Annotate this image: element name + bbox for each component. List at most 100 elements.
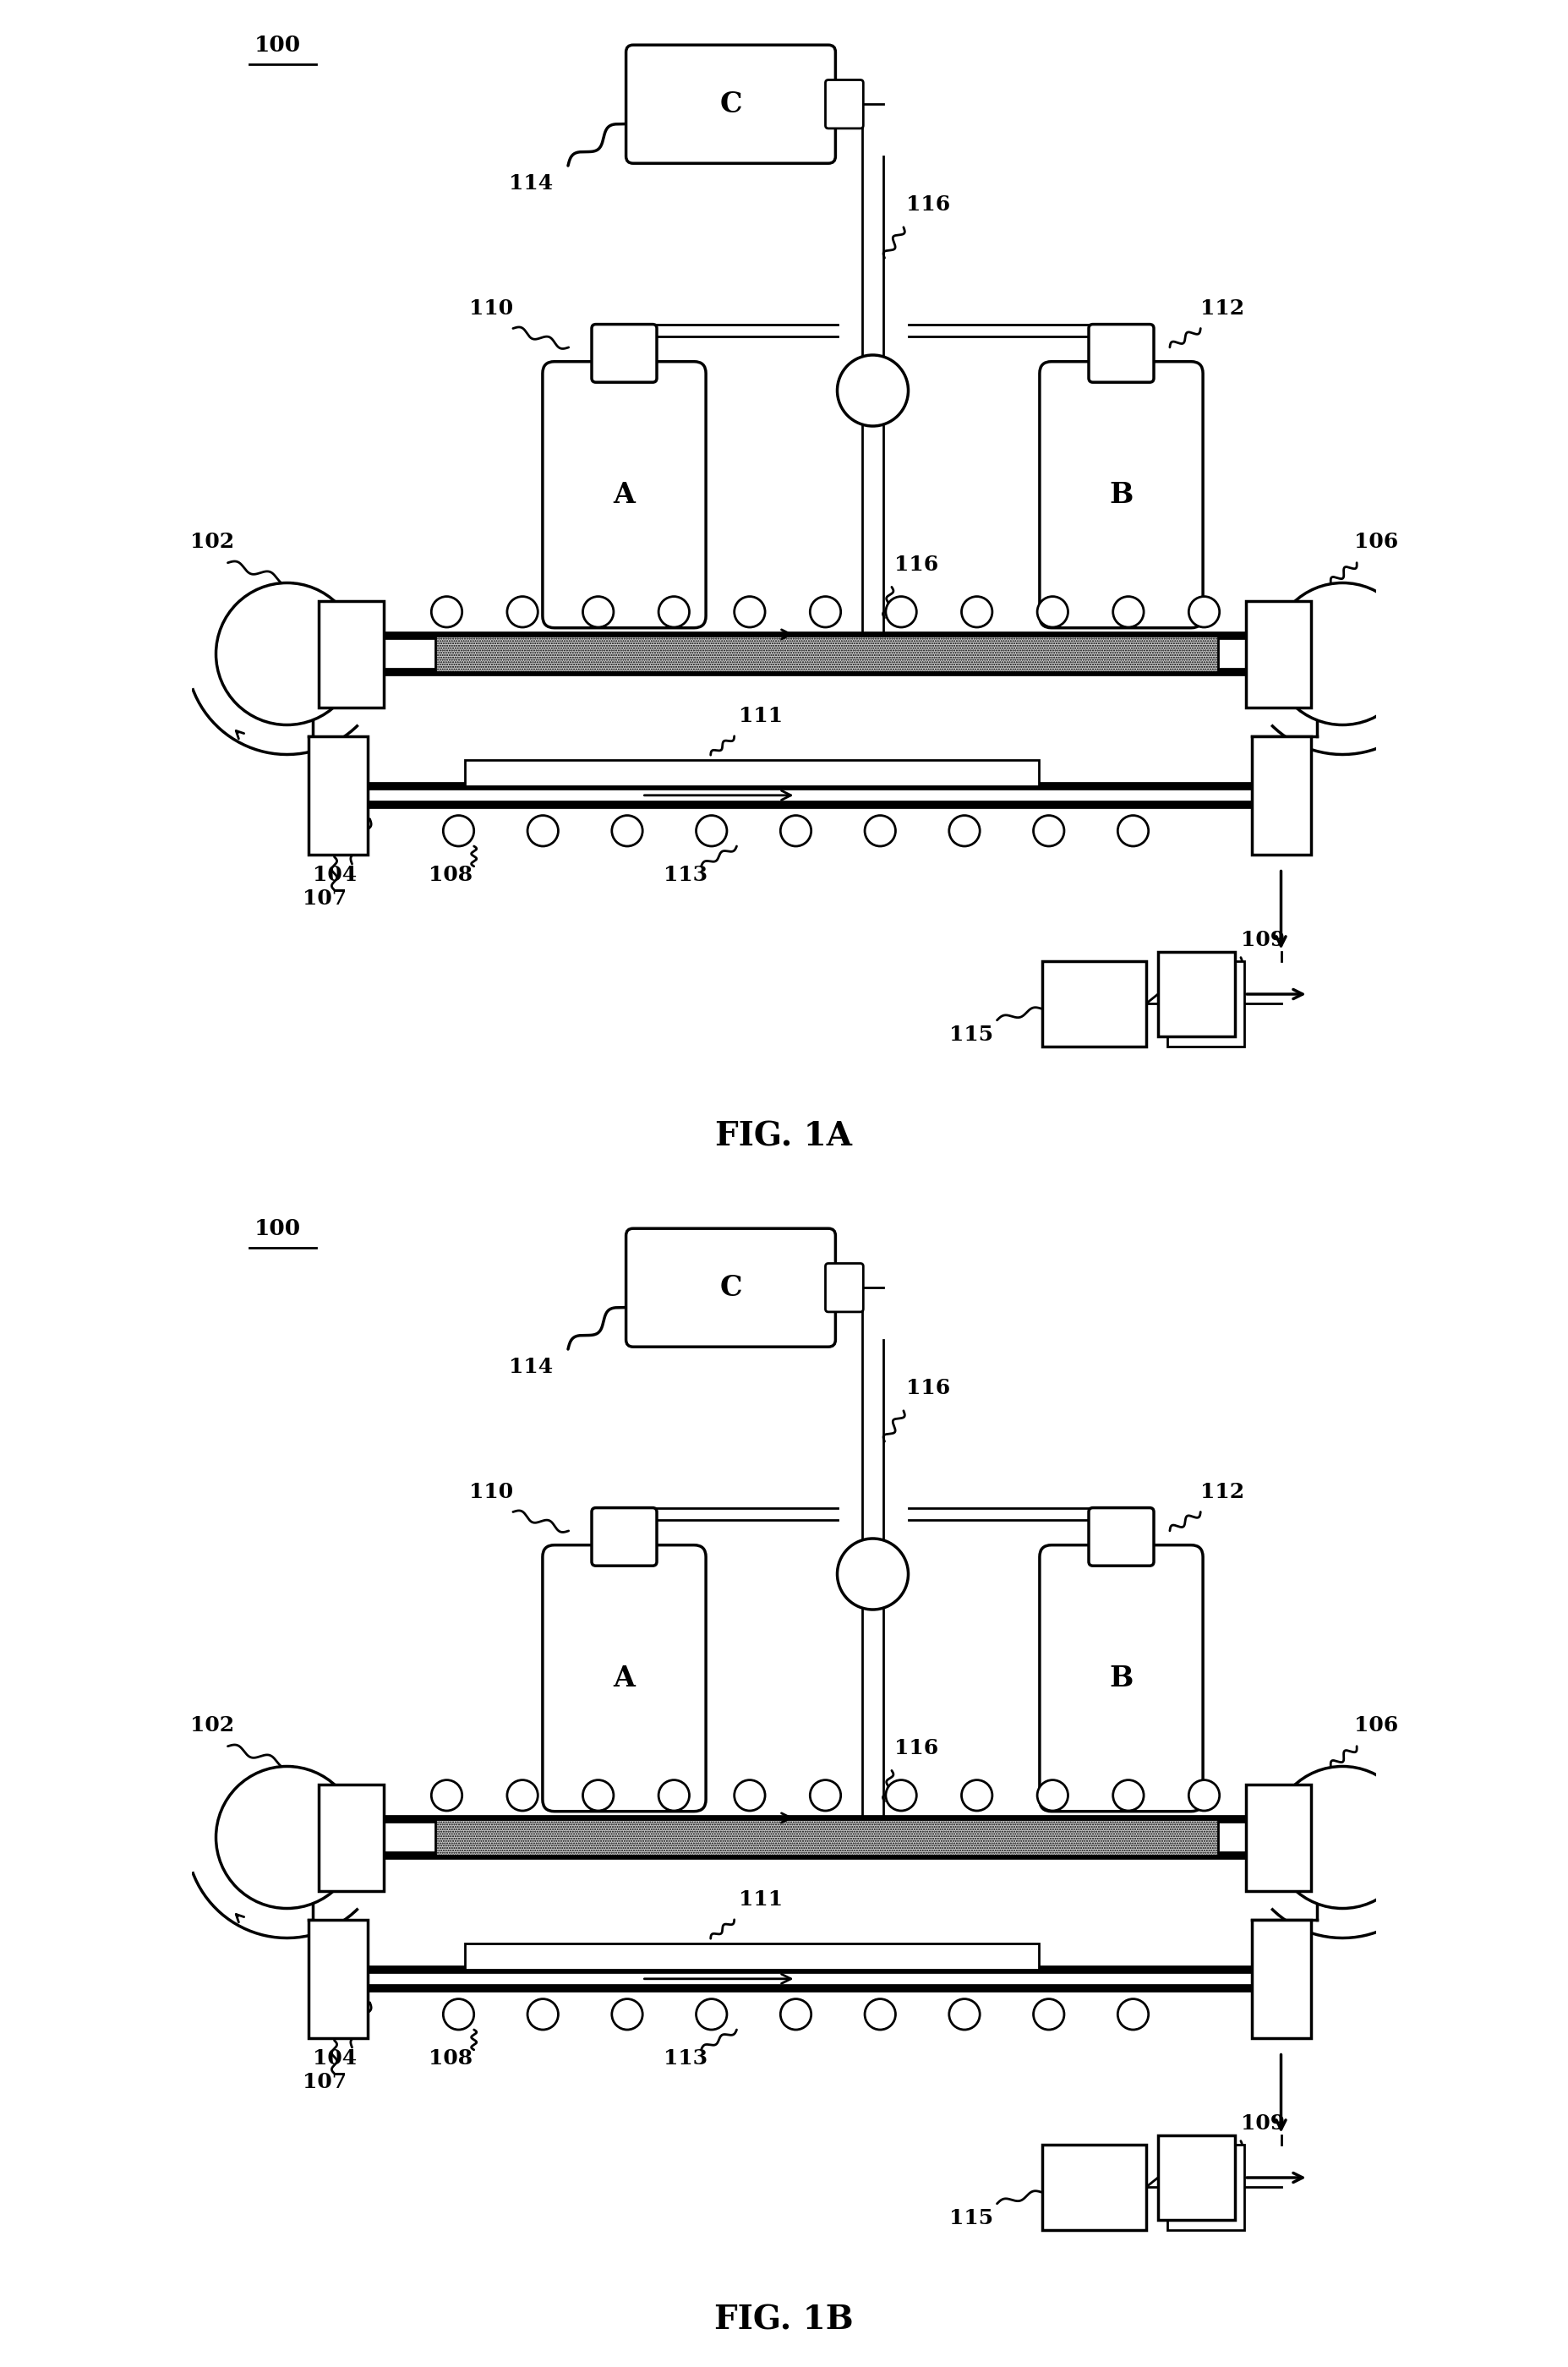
Circle shape <box>1113 1780 1143 1811</box>
Bar <box>434 634 1218 672</box>
Text: FIG. 1B: FIG. 1B <box>715 2303 853 2336</box>
Bar <box>309 1920 367 2038</box>
Circle shape <box>811 1780 840 1811</box>
FancyBboxPatch shape <box>591 324 657 381</box>
Bar <box>1245 1785 1311 1891</box>
Text: 110: 110 <box>469 298 513 320</box>
Circle shape <box>866 1998 895 2031</box>
Text: 113: 113 <box>663 2047 707 2069</box>
Bar <box>434 634 1218 672</box>
Circle shape <box>961 596 993 627</box>
Circle shape <box>583 596 613 627</box>
Text: 108: 108 <box>430 864 474 885</box>
Circle shape <box>1113 596 1143 627</box>
Text: 100: 100 <box>254 1219 301 1238</box>
Circle shape <box>444 814 474 847</box>
Circle shape <box>216 582 358 724</box>
Circle shape <box>506 1780 538 1811</box>
Text: 107: 107 <box>303 888 347 909</box>
Bar <box>1251 736 1311 854</box>
Circle shape <box>1189 596 1220 627</box>
Circle shape <box>837 355 908 426</box>
Circle shape <box>949 814 980 847</box>
Circle shape <box>886 596 917 627</box>
Circle shape <box>612 814 643 847</box>
Circle shape <box>811 596 840 627</box>
Circle shape <box>734 1780 765 1811</box>
Bar <box>434 1818 1218 1856</box>
Circle shape <box>734 596 765 627</box>
Text: 102: 102 <box>190 1714 234 1735</box>
Text: C: C <box>720 1273 742 1302</box>
Text: 109: 109 <box>1240 930 1284 949</box>
Bar <box>309 736 367 854</box>
Text: 108: 108 <box>430 2047 474 2069</box>
Text: FIG. 1A: FIG. 1A <box>715 1120 853 1153</box>
Bar <box>1157 2135 1236 2220</box>
Text: 100: 100 <box>254 36 301 54</box>
FancyBboxPatch shape <box>825 1264 864 1311</box>
Text: 109: 109 <box>1240 2114 1284 2133</box>
FancyBboxPatch shape <box>591 1508 657 1567</box>
Text: B: B <box>1109 1664 1134 1692</box>
Circle shape <box>1272 1766 1414 1908</box>
Circle shape <box>837 1539 908 1610</box>
FancyBboxPatch shape <box>1040 1546 1203 1811</box>
Circle shape <box>781 814 811 847</box>
Text: B: B <box>1109 481 1134 509</box>
Bar <box>1245 601 1311 708</box>
Circle shape <box>1033 814 1065 847</box>
Circle shape <box>1189 1780 1220 1811</box>
Text: A: A <box>613 1664 635 1692</box>
Text: 111: 111 <box>739 705 782 727</box>
Text: 116: 116 <box>894 1737 938 1759</box>
Bar <box>434 1818 1218 1856</box>
Text: 111: 111 <box>739 1889 782 1910</box>
Circle shape <box>696 814 728 847</box>
Circle shape <box>1038 1780 1068 1811</box>
Bar <box>1168 2145 1245 2230</box>
Bar <box>1157 952 1236 1037</box>
Bar <box>1251 1920 1311 2038</box>
Circle shape <box>1118 1998 1148 2031</box>
Bar <box>464 1943 1038 1969</box>
Text: 116: 116 <box>906 1378 950 1399</box>
Bar <box>1043 961 1146 1046</box>
Circle shape <box>506 596 538 627</box>
FancyBboxPatch shape <box>543 362 706 627</box>
Text: 106: 106 <box>1355 530 1399 552</box>
Text: A: A <box>613 481 635 509</box>
Text: 116: 116 <box>894 554 938 575</box>
Circle shape <box>886 1780 917 1811</box>
Bar <box>318 601 384 708</box>
Circle shape <box>612 1998 643 2031</box>
Circle shape <box>1033 1998 1065 2031</box>
FancyBboxPatch shape <box>626 45 836 163</box>
Circle shape <box>431 596 463 627</box>
Text: 104: 104 <box>314 864 358 885</box>
Circle shape <box>431 1780 463 1811</box>
Bar <box>464 760 1038 786</box>
Text: 116: 116 <box>906 194 950 215</box>
Bar <box>1043 2145 1146 2230</box>
Circle shape <box>696 1998 728 2031</box>
Circle shape <box>949 1998 980 2031</box>
FancyBboxPatch shape <box>825 80 864 128</box>
Text: 110: 110 <box>469 1482 513 1503</box>
FancyBboxPatch shape <box>1040 362 1203 627</box>
Text: M: M <box>1250 1789 1275 1808</box>
Circle shape <box>583 1780 613 1811</box>
FancyBboxPatch shape <box>1088 324 1154 381</box>
Text: 106: 106 <box>1355 1714 1399 1735</box>
Circle shape <box>1272 582 1414 724</box>
Circle shape <box>866 814 895 847</box>
Text: 114: 114 <box>510 1356 554 1378</box>
Circle shape <box>527 814 558 847</box>
Circle shape <box>216 1766 358 1908</box>
Circle shape <box>527 1998 558 2031</box>
Bar <box>318 1785 384 1891</box>
Text: 112: 112 <box>1201 1482 1245 1503</box>
FancyBboxPatch shape <box>543 1546 706 1811</box>
Text: 114: 114 <box>510 173 554 194</box>
Circle shape <box>444 1998 474 2031</box>
